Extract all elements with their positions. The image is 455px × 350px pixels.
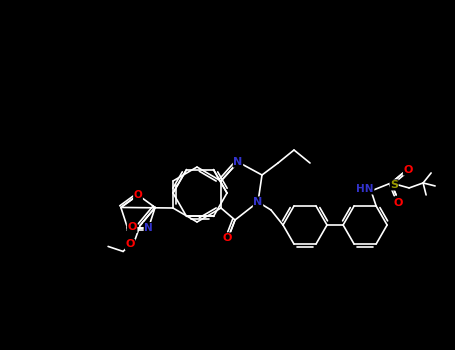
Text: O: O <box>404 165 413 175</box>
Text: O: O <box>394 198 403 208</box>
Text: N: N <box>253 197 263 207</box>
Text: O: O <box>127 223 137 232</box>
Text: O: O <box>222 233 232 243</box>
Text: O: O <box>134 190 142 200</box>
Text: O: O <box>126 239 135 250</box>
Text: HN: HN <box>356 184 374 194</box>
Text: N: N <box>233 157 243 167</box>
Text: S: S <box>390 180 398 190</box>
Text: N: N <box>144 223 153 232</box>
